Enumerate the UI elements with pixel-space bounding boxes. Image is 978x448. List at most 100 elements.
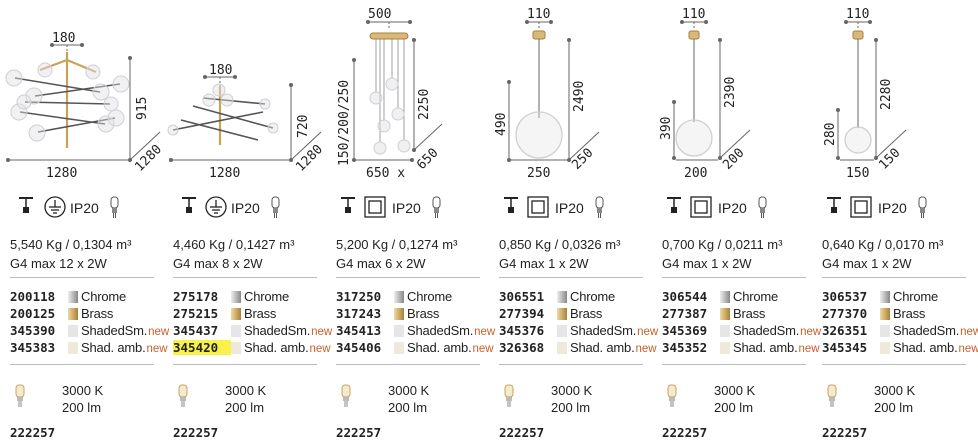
ceiling-mount-icon	[19, 197, 33, 213]
bulb-specs: 3000 K 200 lm	[62, 382, 103, 416]
dim-canopy: 110	[682, 7, 705, 22]
finish-name: ShadedSm.	[244, 323, 311, 338]
product-code: 345406	[336, 340, 382, 355]
divider	[499, 277, 643, 278]
chrome-swatch	[880, 291, 890, 303]
new-label: new	[637, 326, 659, 338]
luminous-flux: 200 lm	[225, 400, 265, 415]
divider	[822, 277, 966, 278]
shaded-smoke-swatch	[68, 325, 78, 337]
bulb-code: 222257	[822, 425, 868, 440]
dim-width-top: 180	[52, 31, 75, 46]
dim-drop-options: 150/200/250	[337, 80, 352, 166]
code-row-shaded-amber: 345420 Shad. amb.new	[173, 340, 331, 357]
color-temperature: 3000 K	[62, 383, 104, 398]
bulb-code: 222257	[662, 425, 708, 440]
code-row-chrome: 306537 Chrome	[822, 289, 972, 306]
specs: 5,200 Kg / 0,1274 m³ G4 max 6 x 2W	[336, 235, 457, 273]
dim-drop: 280	[823, 123, 838, 146]
weight-volume: 5,540 Kg / 0,1304 m³	[10, 237, 132, 252]
shaded-amber-swatch	[231, 342, 241, 354]
product-code: 277387	[662, 306, 708, 321]
luminous-flux: 200 lm	[62, 400, 102, 415]
shaded-smoke-swatch	[880, 325, 890, 337]
bulb-included-icon	[918, 196, 927, 218]
finish-name: Shad. amb.	[81, 340, 146, 355]
product-code: 345390	[10, 323, 56, 338]
bulb-specs: 3000 K 200 lm	[714, 382, 755, 416]
code-row-chrome: 317250 Chrome	[336, 289, 486, 306]
shaded-amber-swatch	[720, 342, 730, 354]
bulb-included-icon	[271, 196, 280, 218]
brass-swatch	[557, 308, 567, 320]
product-column-4: 110 2490 490 250 250 IP20 0,850 Kg / 0,0…	[489, 0, 658, 448]
product-code: 345345	[822, 340, 868, 355]
code-list: 200118 Chrome 200125 Brass 345390 ShadedSm.…	[10, 289, 169, 357]
new-label: new	[474, 326, 496, 338]
single-pendant-200-drawing: 110 2390 390 200 200	[652, 0, 812, 188]
shaded-smoke-swatch	[231, 325, 241, 337]
g4-bulb-icon	[178, 384, 188, 407]
weight-volume: 5,200 Kg / 0,1274 m³	[336, 237, 458, 252]
bulb-included-icon	[110, 196, 119, 218]
product-code: 345352	[662, 340, 708, 355]
brass-swatch	[231, 308, 241, 320]
divider	[10, 277, 154, 278]
code-row-shaded-amber: 345345 Shad. amb.new	[822, 340, 978, 357]
dim-canopy: 110	[846, 7, 869, 22]
product-code: 345369	[662, 323, 708, 338]
specs: 4,460 Kg / 0,1427 m³ G4 max 8 x 2W	[173, 235, 294, 273]
shaded-smoke-swatch	[557, 325, 567, 337]
lamp-spec: G4 max 6 x 2W	[336, 256, 426, 271]
shaded-smoke-swatch	[720, 325, 730, 337]
weight-volume: 0,850 Kg / 0,0326 m³	[499, 237, 621, 252]
new-label: new	[311, 326, 333, 338]
g4-bulb-icon	[827, 384, 837, 407]
finish-name: Brass	[244, 306, 277, 321]
dim-width-top: 180	[209, 63, 232, 78]
code-row-shaded-smoke: 345390 ShadedSm.new	[10, 323, 169, 340]
bulb-included-icon	[432, 196, 441, 218]
ceiling-mount-icon	[827, 197, 841, 213]
dim-width: 200	[684, 166, 707, 181]
g4-bulb-icon	[15, 384, 25, 407]
ceiling-mount-icon	[182, 197, 196, 213]
brass-swatch	[880, 308, 890, 320]
finish-name: Brass	[407, 306, 440, 321]
product-column-2: 180 720 1280 1280 IP20 4,460 Kg / 0,1427…	[163, 0, 332, 448]
code-list: 306537 Chrome 277370 Brass 326351 ShadedSm.…	[822, 289, 978, 357]
divider	[173, 364, 317, 365]
dim-depth: 250	[569, 146, 596, 173]
finish-name: Chrome	[570, 289, 616, 304]
product-code: 317250	[336, 289, 382, 304]
bulb-code: 222257	[173, 425, 219, 440]
finish-name: Chrome	[893, 289, 939, 304]
chrome-swatch	[720, 291, 730, 303]
dim-drop: 490	[494, 113, 509, 136]
finish-name: ShadedSm.	[893, 323, 960, 338]
finish-name: Chrome	[407, 289, 453, 304]
double-insulation-class-ii-icon	[527, 196, 549, 218]
ceiling-mount-icon	[667, 197, 681, 213]
finish-name: Brass	[81, 306, 114, 321]
code-row-chrome: 306544 Chrome	[662, 289, 812, 306]
finish-name: Shad. amb.	[407, 340, 472, 355]
dim-drop: 390	[659, 117, 674, 140]
dim-depth: 1280	[293, 142, 326, 175]
code-row-shaded-smoke: 345376 ShadedSm.new	[499, 323, 658, 340]
symbol-row: IP20	[0, 196, 160, 222]
code-row-chrome: 200118 Chrome	[10, 289, 160, 306]
ip-rating: IP20	[392, 200, 421, 216]
dim-width: 150	[846, 166, 869, 181]
finish-name: ShadedSm.	[81, 323, 148, 338]
code-list: 306544 Chrome 277387 Brass 345369 ShadedSm.…	[662, 289, 821, 357]
product-code: 326368	[499, 340, 545, 355]
dim-height: 2250	[417, 89, 432, 120]
bulb-specs: 3000 K 200 lm	[874, 382, 915, 416]
lamp-spec: G4 max 8 x 2W	[173, 256, 263, 271]
divider	[336, 277, 480, 278]
product-code: 275215	[173, 306, 219, 321]
finish-name: ShadedSm.	[407, 323, 474, 338]
code-row-shaded-smoke: 345413 ShadedSm.new	[336, 323, 495, 340]
dim-depth: 200	[720, 146, 747, 173]
